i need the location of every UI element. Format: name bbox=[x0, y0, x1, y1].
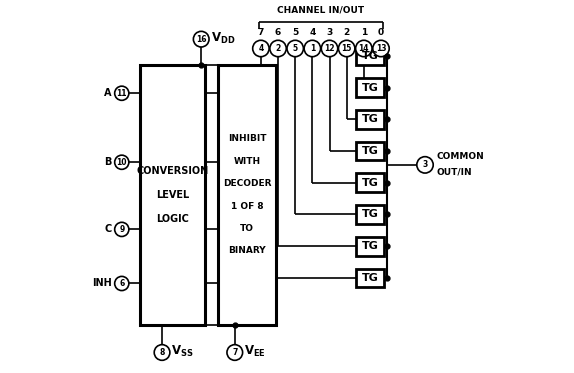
Text: 2: 2 bbox=[276, 44, 281, 53]
Text: 5: 5 bbox=[292, 28, 298, 37]
Text: 16: 16 bbox=[196, 35, 207, 44]
Circle shape bbox=[270, 40, 286, 57]
Text: 9: 9 bbox=[119, 225, 125, 234]
Text: 8: 8 bbox=[160, 348, 165, 357]
Text: 10: 10 bbox=[117, 158, 127, 167]
Text: LEVEL: LEVEL bbox=[156, 190, 189, 200]
Text: TG: TG bbox=[362, 273, 378, 283]
Text: B: B bbox=[104, 157, 112, 167]
Circle shape bbox=[373, 40, 389, 57]
Text: $\mathregular{V_{DD}}$: $\mathregular{V_{DD}}$ bbox=[211, 31, 235, 46]
Text: TG: TG bbox=[362, 115, 378, 124]
Text: COMMON: COMMON bbox=[436, 152, 484, 161]
Text: 6: 6 bbox=[275, 28, 281, 37]
Circle shape bbox=[417, 157, 433, 173]
Bar bbox=[356, 237, 384, 256]
Text: 1: 1 bbox=[310, 44, 315, 53]
Text: 13: 13 bbox=[376, 44, 386, 53]
Circle shape bbox=[304, 40, 320, 57]
Circle shape bbox=[115, 276, 129, 291]
Text: A: A bbox=[104, 88, 112, 98]
Bar bbox=[356, 47, 384, 65]
Bar bbox=[356, 78, 384, 97]
Text: $\mathregular{V_{SS}}$: $\mathregular{V_{SS}}$ bbox=[172, 344, 194, 359]
Bar bbox=[356, 173, 384, 192]
Bar bbox=[139, 65, 205, 325]
Text: 0: 0 bbox=[378, 28, 384, 37]
Text: 14: 14 bbox=[359, 44, 369, 53]
Circle shape bbox=[115, 222, 129, 236]
Text: 15: 15 bbox=[342, 44, 352, 53]
Text: $\mathregular{V_{EE}}$: $\mathregular{V_{EE}}$ bbox=[244, 344, 266, 359]
Text: 2: 2 bbox=[344, 28, 350, 37]
Text: 6: 6 bbox=[119, 279, 125, 288]
Text: 12: 12 bbox=[324, 44, 335, 53]
Circle shape bbox=[115, 86, 129, 100]
Bar bbox=[356, 269, 384, 287]
Text: 4: 4 bbox=[309, 28, 316, 37]
Bar bbox=[218, 65, 276, 325]
Text: TG: TG bbox=[362, 178, 378, 188]
Text: TG: TG bbox=[362, 146, 378, 156]
Text: DECODER: DECODER bbox=[223, 179, 271, 188]
Text: CONVERSION: CONVERSION bbox=[136, 166, 208, 176]
Circle shape bbox=[154, 345, 170, 360]
Bar bbox=[356, 110, 384, 129]
Text: 5: 5 bbox=[293, 44, 298, 53]
Text: INHIBIT: INHIBIT bbox=[228, 134, 266, 144]
Text: BINARY: BINARY bbox=[228, 246, 266, 256]
Circle shape bbox=[115, 155, 129, 169]
Text: 1: 1 bbox=[360, 28, 367, 37]
Circle shape bbox=[339, 40, 355, 57]
Circle shape bbox=[253, 40, 269, 57]
Circle shape bbox=[193, 31, 209, 47]
Text: TG: TG bbox=[362, 83, 378, 93]
Circle shape bbox=[356, 40, 372, 57]
Circle shape bbox=[321, 40, 338, 57]
Text: TG: TG bbox=[362, 51, 378, 61]
Text: C: C bbox=[104, 225, 112, 234]
Text: 4: 4 bbox=[258, 44, 263, 53]
Text: 3: 3 bbox=[422, 160, 428, 169]
Bar bbox=[356, 205, 384, 224]
Text: INH: INH bbox=[92, 279, 112, 288]
Circle shape bbox=[287, 40, 304, 57]
Text: TO: TO bbox=[240, 224, 254, 233]
Bar bbox=[356, 142, 384, 160]
Text: 11: 11 bbox=[117, 89, 127, 98]
Text: 7: 7 bbox=[232, 348, 238, 357]
Text: LOGIC: LOGIC bbox=[156, 214, 189, 224]
Circle shape bbox=[227, 345, 243, 360]
Text: OUT/IN: OUT/IN bbox=[436, 167, 472, 176]
Text: WITH: WITH bbox=[234, 157, 261, 166]
Text: TG: TG bbox=[362, 241, 378, 251]
Text: CHANNEL IN/OUT: CHANNEL IN/OUT bbox=[277, 6, 364, 15]
Text: 7: 7 bbox=[258, 28, 264, 37]
Text: TG: TG bbox=[362, 210, 378, 219]
Text: 1 OF 8: 1 OF 8 bbox=[231, 201, 263, 211]
Text: 3: 3 bbox=[327, 28, 333, 37]
